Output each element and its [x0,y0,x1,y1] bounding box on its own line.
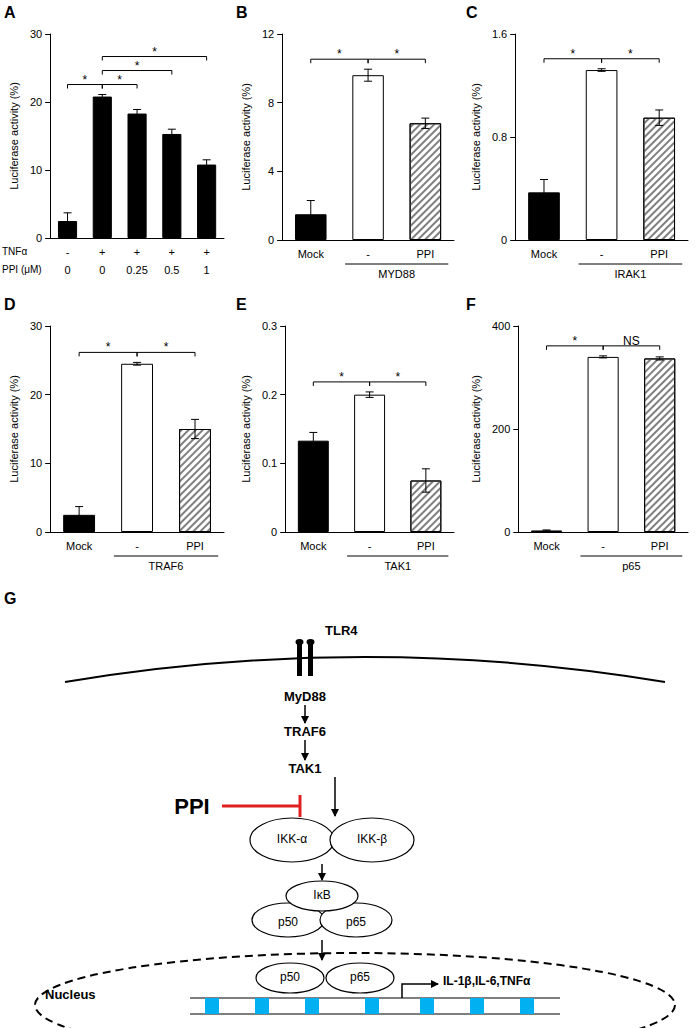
svg-text:Luciferase activity (%): Luciferase activity (%) [240,83,252,191]
svg-text:*: * [83,73,88,87]
svg-text:0.5: 0.5 [164,264,179,276]
svg-text:-: - [600,248,604,260]
svg-text:200: 200 [492,423,510,435]
svg-text:TNFα: TNFα [2,246,27,257]
svg-text:Mock: Mock [533,540,560,552]
svg-text:TRAF6: TRAF6 [149,560,184,572]
svg-text:0.8: 0.8 [492,131,507,143]
svg-text:PPI: PPI [650,248,668,260]
svg-text:MYD88: MYD88 [378,268,415,280]
svg-text:Mock: Mock [66,540,93,552]
svg-text:1.6: 1.6 [492,28,507,40]
svg-text:PPI: PPI [174,794,209,819]
svg-text:IKK-α: IKK-α [277,832,307,846]
svg-text:Luciferase activity (%): Luciferase activity (%) [8,375,20,483]
svg-text:Luciferase activity (%): Luciferase activity (%) [470,375,482,483]
svg-text:12: 12 [262,28,274,40]
svg-text:MyD88: MyD88 [284,689,326,704]
svg-text:B: B [236,4,248,21]
svg-text:30: 30 [30,28,42,40]
svg-text:*: * [394,47,399,61]
svg-text:-: - [601,540,605,552]
svg-text:*: * [164,340,169,354]
svg-text:PPI: PPI [651,540,669,552]
svg-text:*: * [106,340,111,354]
svg-text:-: - [66,246,70,258]
svg-text:*: * [135,59,140,73]
svg-text:+: + [169,246,175,258]
svg-text:Mock: Mock [531,248,558,260]
svg-text:*: * [339,370,344,384]
svg-text:Nucleus: Nucleus [45,987,96,1002]
svg-text:C: C [466,4,478,21]
svg-text:IκB: IκB [313,888,330,902]
svg-text:-: - [135,540,139,552]
svg-text:0: 0 [501,234,507,246]
svg-text:*: * [628,47,633,61]
svg-text:0.25: 0.25 [126,264,147,276]
svg-text:Luciferase activity (%): Luciferase activity (%) [240,375,252,483]
svg-text:TAK1: TAK1 [289,761,322,776]
svg-text:0.3: 0.3 [262,320,277,332]
svg-text:20: 20 [30,96,42,108]
svg-text:p65: p65 [346,915,366,929]
svg-text:+: + [134,246,140,258]
svg-text:*: * [337,47,342,61]
svg-text:0: 0 [504,526,510,538]
svg-text:TRAF6: TRAF6 [284,724,326,739]
svg-text:+: + [99,246,105,258]
svg-text:30: 30 [30,320,42,332]
svg-text:-: - [366,248,370,260]
svg-text:A: A [4,4,16,21]
svg-text:0.1: 0.1 [262,457,277,469]
svg-text:IL-1β,IL-6,TNFα: IL-1β,IL-6,TNFα [443,974,531,988]
svg-text:TLR4: TLR4 [325,623,358,638]
svg-text:8: 8 [268,97,274,109]
svg-text:p65: p65 [350,970,370,984]
svg-text:4: 4 [268,165,274,177]
svg-text:p50: p50 [280,970,300,984]
svg-text:-: - [368,540,372,552]
svg-text:NS: NS [623,334,640,348]
svg-text:*: * [117,73,122,87]
svg-text:*: * [152,45,157,59]
svg-text:PPI: PPI [186,540,204,552]
svg-text:PPI: PPI [417,540,435,552]
svg-text:Luciferase activity (%): Luciferase activity (%) [8,82,20,190]
svg-text:10: 10 [30,164,42,176]
svg-text:*: * [570,47,575,61]
svg-text:0.2: 0.2 [262,389,277,401]
svg-text:Mock: Mock [300,540,327,552]
svg-text:0: 0 [36,526,42,538]
svg-text:F: F [466,296,476,313]
svg-text:p50: p50 [278,915,298,929]
svg-text:1: 1 [204,264,210,276]
svg-text:*: * [572,334,577,348]
svg-text:0: 0 [268,234,274,246]
svg-text:D: D [4,296,16,313]
svg-text:0: 0 [64,264,70,276]
svg-text:400: 400 [492,320,510,332]
svg-text:Mock: Mock [298,248,325,260]
svg-text:TAK1: TAK1 [384,560,411,572]
svg-text:0: 0 [99,264,105,276]
svg-text:0: 0 [36,232,42,244]
svg-text:Luciferase activity (%): Luciferase activity (%) [470,83,482,191]
svg-text:G: G [4,590,16,607]
svg-text:20: 20 [30,389,42,401]
svg-text:p65: p65 [622,560,640,572]
svg-text:PPI: PPI [416,248,434,260]
svg-text:0: 0 [271,526,277,538]
svg-text:PPI (μM): PPI (μM) [2,264,42,275]
svg-text:IRAK1: IRAK1 [614,268,646,280]
svg-text:E: E [236,296,247,313]
svg-text:+: + [203,246,209,258]
svg-text:IKK-β: IKK-β [357,832,387,846]
svg-text:10: 10 [30,457,42,469]
svg-text:*: * [395,370,400,384]
